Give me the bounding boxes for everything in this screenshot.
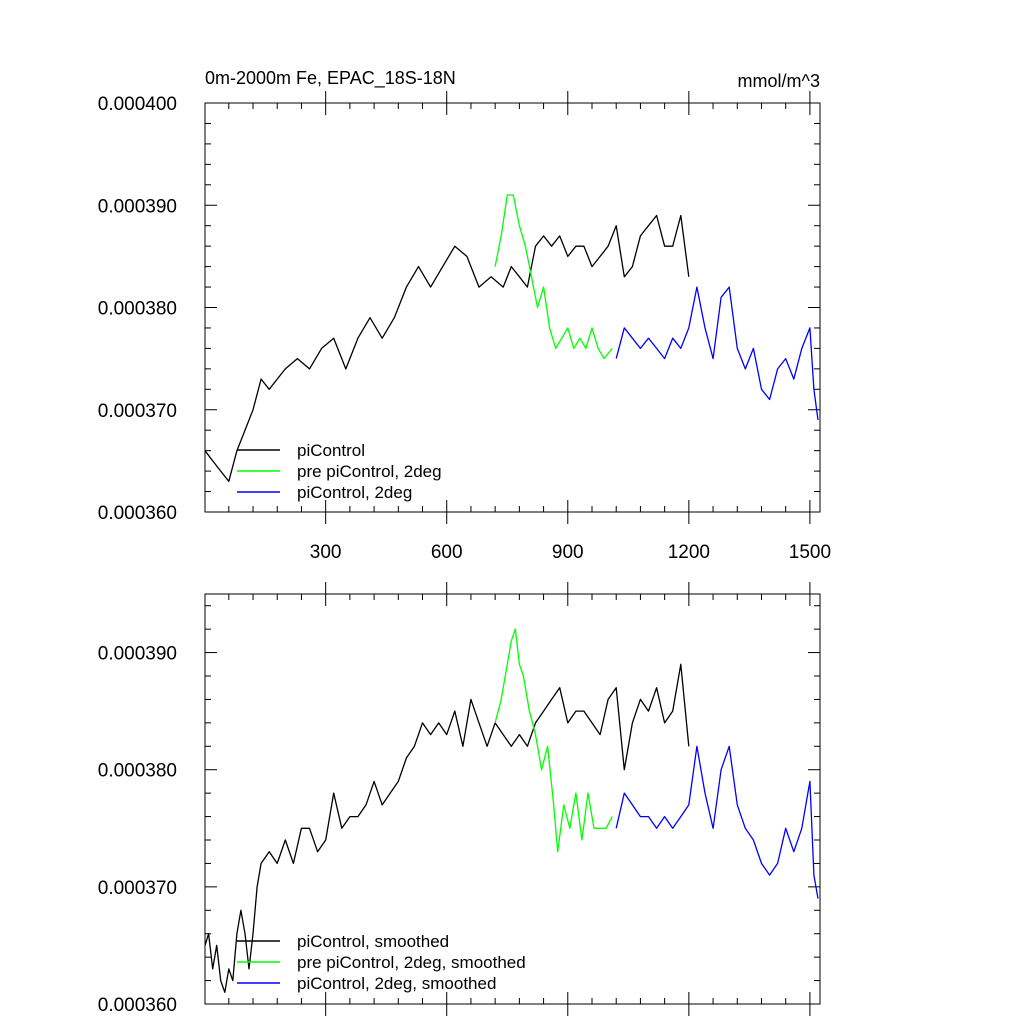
y-tick-label: 0.000370	[98, 401, 177, 422]
y-tick-label: 0.000400	[98, 94, 177, 115]
x-tick-label: 300	[310, 542, 342, 563]
x-tick-label: 600	[431, 542, 463, 563]
y-tick-label: 0.000360	[98, 995, 177, 1016]
legend: piControl pre piControl, 2deg piControl, 2…	[237, 441, 442, 502]
x-tick-label: 1500	[789, 542, 831, 563]
y-tick-label: 0.000380	[98, 761, 177, 782]
axis-ticks: 0.000360 0.000370 0.000380 0.000390	[98, 582, 820, 1016]
top-panel: 0m-2000m Fe, EPAC_18S-18N mmol/m^3 0.000…	[98, 68, 831, 563]
series-lines	[204, 194, 819, 482]
legend: piControl, smoothed pre piControl, 2deg, …	[237, 932, 526, 993]
series-line	[615, 745, 819, 899]
legend-label: piControl, 2deg	[297, 483, 412, 502]
y-tick-label: 0.000390	[98, 644, 177, 665]
series-lines	[204, 628, 819, 993]
legend-label: pre piControl, 2deg	[297, 462, 442, 481]
bottom-panel: 0.000360 0.000370 0.000380 0.000390 piContr…	[98, 582, 821, 1016]
series-line	[204, 663, 690, 993]
plot-frame	[204, 593, 821, 1005]
series-line	[494, 194, 613, 360]
legend-label: piControl, smoothed	[297, 932, 449, 951]
series-line	[204, 214, 690, 482]
legend-label: piControl, 2deg, smoothed	[297, 974, 496, 993]
x-tick-label: 1200	[668, 542, 710, 563]
y-tick-label: 0.000360	[98, 503, 177, 524]
series-line	[615, 286, 819, 421]
axis-ticks: 0.000360 0.000370 0.000380 0.000390 0.000400…	[98, 91, 831, 563]
y-tick-label: 0.000380	[98, 299, 177, 320]
units-label: mmol/m^3	[738, 71, 820, 91]
y-tick-label: 0.000370	[98, 878, 177, 899]
y-tick-label: 0.000390	[98, 196, 177, 217]
legend-label: piControl	[297, 441, 365, 460]
chart-title: 0m-2000m Fe, EPAC_18S-18N	[205, 68, 456, 89]
series-line	[494, 628, 613, 853]
legend-label: pre piControl, 2deg, smoothed	[297, 953, 526, 972]
x-tick-label: 900	[552, 542, 584, 563]
